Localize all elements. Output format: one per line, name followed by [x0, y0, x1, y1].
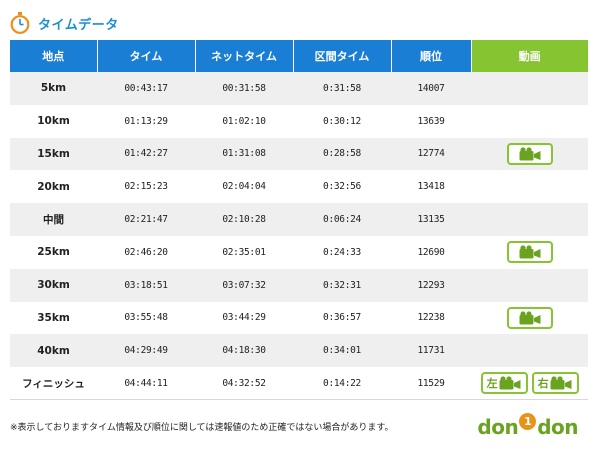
column-header-rank: 順位	[391, 40, 472, 72]
cell-video	[471, 203, 588, 236]
stopwatch-icon	[10, 12, 30, 34]
cell-rank: 11731	[391, 334, 471, 368]
video-left-button[interactable]: 左	[480, 372, 528, 395]
cell-video	[471, 170, 588, 204]
cell-split-time: 0:32:31	[293, 268, 391, 302]
cell-net-time: 03:07:32	[195, 268, 293, 302]
cell-split-time: 0:24:33	[293, 235, 391, 269]
cell-net-time: 01:02:10	[195, 104, 293, 138]
cell-video	[471, 104, 588, 138]
logo-text-right: don	[537, 415, 578, 439]
cell-time: 04:44:11	[97, 367, 195, 401]
cell-split-time: 0:31:58	[293, 72, 391, 105]
table-row: 40km 04:29:49 04:18:30 0:34:01 11731	[10, 334, 588, 368]
cell-point: 40km	[10, 334, 97, 368]
video-button[interactable]	[506, 241, 553, 264]
cell-rank: 12690	[391, 235, 471, 269]
cell-time: 04:29:49	[97, 334, 195, 368]
cell-rank: 13639	[391, 104, 471, 138]
table-row: 20km 02:15:23 02:04:04 0:32:56 13418	[10, 170, 588, 204]
cell-time: 03:18:51	[97, 268, 195, 302]
cell-rank: 13418	[391, 170, 471, 204]
cell-time: 02:46:20	[97, 235, 195, 269]
video-button[interactable]	[506, 306, 553, 329]
cell-video: 左右	[471, 367, 588, 401]
cell-video	[471, 235, 588, 269]
cell-time: 01:13:29	[97, 104, 195, 138]
cell-video	[471, 268, 588, 302]
video-right-label: 右	[537, 377, 549, 391]
table-row: 30km 03:18:51 03:07:32 0:32:31 12293	[10, 268, 588, 302]
column-header-point: 地点	[10, 40, 98, 72]
page-title: タイムデータ	[38, 17, 119, 33]
cell-rank: 12238	[391, 301, 471, 335]
cell-net-time: 04:32:52	[195, 367, 293, 401]
column-header-net-time: ネットタイム	[195, 40, 294, 72]
cell-time: 03:55:48	[97, 301, 195, 335]
cell-point: 20km	[10, 170, 97, 204]
cell-net-time: 03:44:29	[195, 301, 293, 335]
logo-badge: 1	[519, 412, 537, 430]
column-header-split-time: 区間タイム	[293, 40, 392, 72]
cell-point: 25km	[10, 235, 97, 269]
cell-split-time: 0:28:58	[293, 137, 391, 171]
cell-video	[471, 72, 588, 105]
cell-split-time: 0:36:57	[293, 301, 391, 335]
dondon-logo[interactable]: don 1 don	[477, 412, 578, 442]
table-header-row: 地点 タイム ネットタイム 区間タイム 順位 動画	[10, 40, 588, 72]
cell-split-time: 0:06:24	[293, 203, 391, 236]
cell-split-time: 0:14:22	[293, 367, 391, 401]
table-row: 35km 03:55:48 03:44:29 0:36:57 12238	[10, 301, 588, 335]
video-camera-icon	[519, 147, 541, 161]
cell-point: 10km	[10, 104, 97, 138]
cell-net-time: 02:04:04	[195, 170, 293, 204]
cell-split-time: 0:30:12	[293, 104, 391, 138]
cell-point: フィニッシュ	[10, 367, 97, 401]
cell-rank: 12293	[391, 268, 471, 302]
cell-net-time: 02:10:28	[195, 203, 293, 236]
table-row: 5km 00:43:17 00:31:58 0:31:58 14007	[10, 72, 588, 105]
cell-video	[471, 137, 588, 171]
column-header-time: タイム	[97, 40, 196, 72]
table-row: フィニッシュ 04:44:11 04:32:52 0:14:22 11529 左右	[10, 367, 588, 401]
cell-rank: 11529	[391, 367, 471, 401]
cell-time: 02:15:23	[97, 170, 195, 204]
video-button[interactable]	[506, 142, 553, 165]
cell-point: 5km	[10, 72, 97, 105]
video-camera-icon	[550, 376, 572, 390]
cell-point: 30km	[10, 268, 97, 302]
video-right-button[interactable]: 右	[531, 372, 579, 395]
cell-rank: 14007	[391, 72, 471, 105]
cell-time: 01:42:27	[97, 137, 195, 171]
video-camera-icon	[499, 376, 521, 390]
cell-net-time: 02:35:01	[195, 235, 293, 269]
cell-rank: 13135	[391, 203, 471, 236]
cell-video	[471, 301, 588, 335]
video-camera-icon	[519, 311, 541, 325]
cell-point: 15km	[10, 137, 97, 171]
cell-net-time: 01:31:08	[195, 137, 293, 171]
cell-video	[471, 334, 588, 368]
cell-point: 35km	[10, 301, 97, 335]
video-left-label: 左	[486, 377, 498, 391]
table-row: 25km 02:46:20 02:35:01 0:24:33 12690	[10, 235, 588, 269]
cell-point: 中間	[10, 203, 97, 236]
cell-time: 02:21:47	[97, 203, 195, 236]
cell-rank: 12774	[391, 137, 471, 171]
table-row: 15km 01:42:27 01:31:08 0:28:58 12774	[10, 137, 588, 171]
table-row: 中間 02:21:47 02:10:28 0:06:24 13135	[10, 203, 588, 236]
cell-split-time: 0:34:01	[293, 334, 391, 368]
table-row: 10km 01:13:29 01:02:10 0:30:12 13639	[10, 104, 588, 138]
time-data-header: タイムデータ	[10, 8, 119, 38]
cell-net-time: 00:31:58	[195, 72, 293, 105]
cell-split-time: 0:32:56	[293, 170, 391, 204]
video-camera-icon	[519, 245, 541, 259]
logo-text-left: don	[477, 415, 519, 439]
cell-time: 00:43:17	[97, 72, 195, 105]
cell-net-time: 04:18:30	[195, 334, 293, 368]
time-data-table: 地点 タイム ネットタイム 区間タイム 順位 動画 5km 00:43:17 00:…	[10, 40, 588, 401]
disclaimer-note: ※表示しておりますタイム情報及び順位に関しては速報値のため正確ではない場合があり…	[10, 423, 394, 433]
column-header-video: 動画	[471, 40, 588, 72]
